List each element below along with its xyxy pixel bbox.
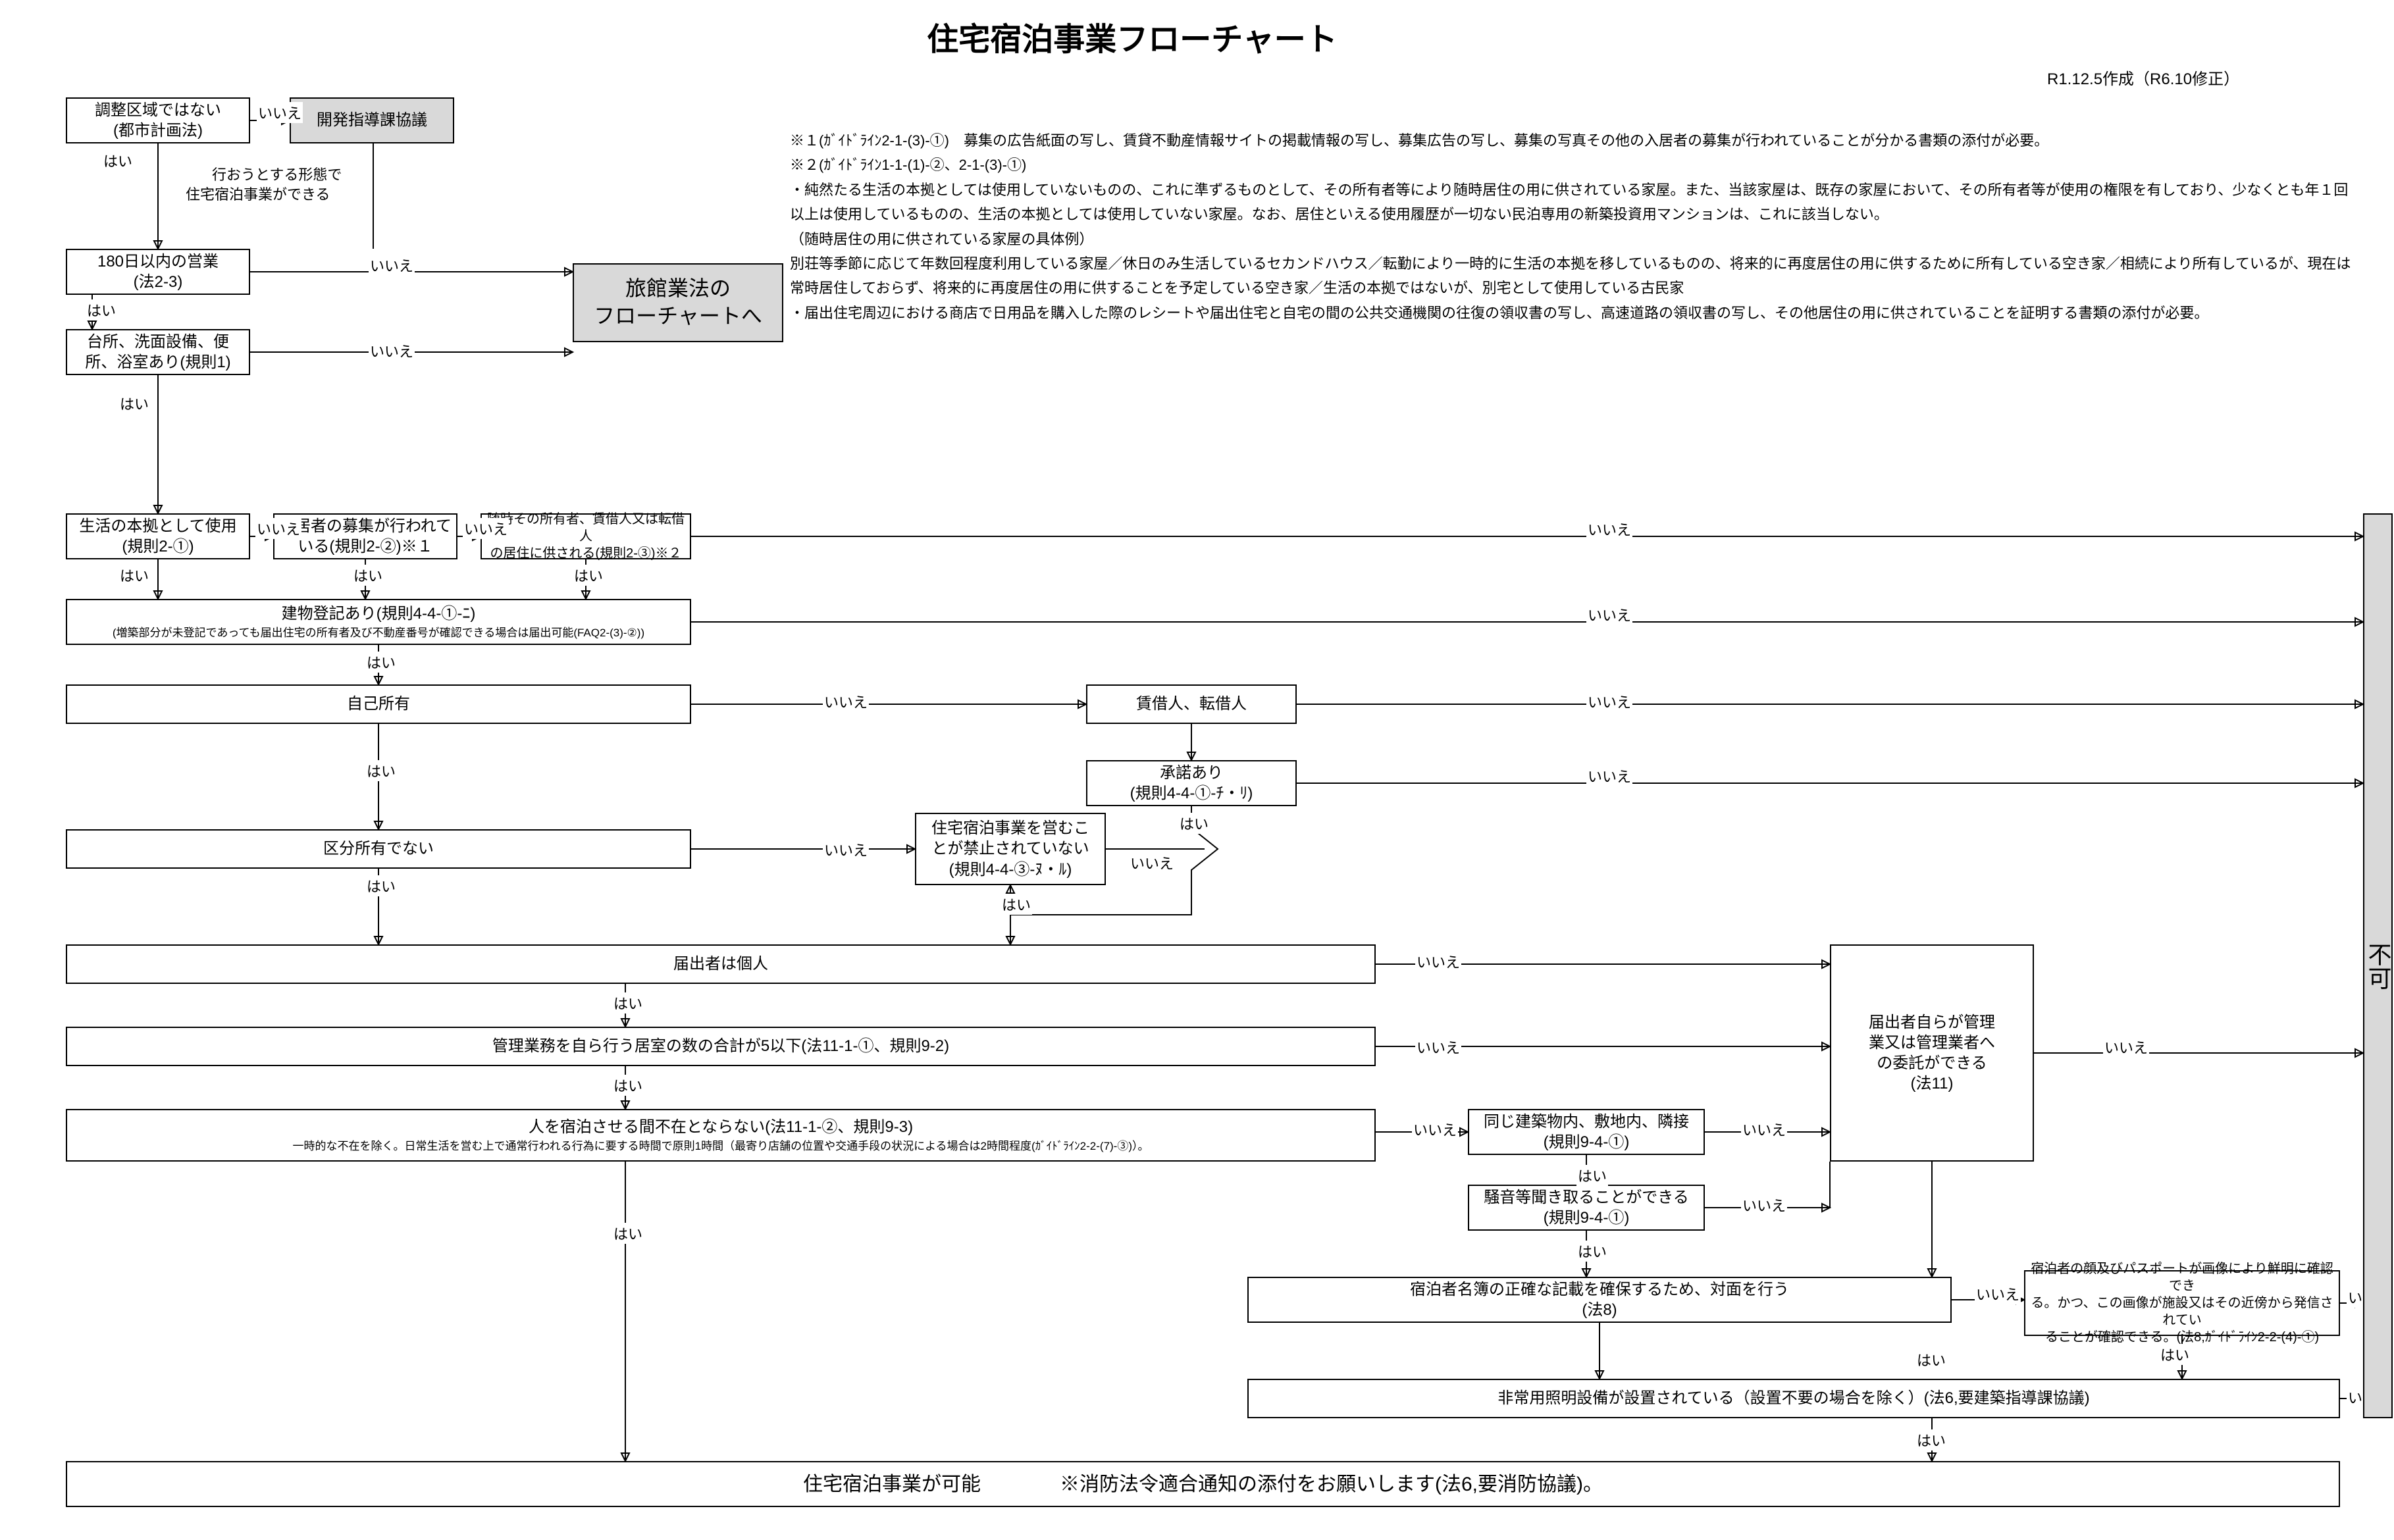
- edge-label-l31: はい: [1576, 1241, 1608, 1262]
- edge-label-l29: いいえ: [1741, 1194, 1787, 1216]
- edge-label-l40: いいえ: [1586, 604, 1632, 625]
- flowchart-node-b10: 自己所有: [66, 684, 691, 724]
- flowchart-node-b23: 非常用照明設備が設置されている（設置不要の場合を除く）(法6,要建築指導課協議): [1247, 1379, 2340, 1418]
- edge-label-l13: はい: [573, 565, 604, 586]
- edge-label-l18: はい: [1178, 813, 1210, 834]
- edge-label-l33: いいえ: [1975, 1283, 2021, 1304]
- edge-label-l15: いいえ: [823, 691, 869, 712]
- flowchart-node-b20: 騒音等聞き取ることができる(規則9-4-①): [1468, 1185, 1705, 1231]
- flowchart-node-b4: 台所、洗面設備、便所、浴室あり(規則1): [66, 329, 250, 375]
- flowchart-node-b14: 住宅宿泊事業を営むことが禁止されていない(規則4-4-③-ﾇ・ﾙ): [915, 813, 1106, 885]
- edge-label-l1: いいえ: [257, 102, 303, 123]
- edge-label-l14: はい: [365, 652, 397, 673]
- result-not-allowed: 不可: [2363, 513, 2393, 1418]
- flowchart-node-b15: 届出者は個人: [66, 944, 1376, 984]
- edge-label-l16: はい: [365, 760, 397, 781]
- page-title: 住宅宿泊事業フローチャート: [869, 13, 1395, 59]
- flowchart-node-b2: 開発指導課協議: [290, 97, 454, 143]
- edge-label-l3: 行おうとする形態で: [211, 163, 343, 184]
- flowchart-node-b5: 旅館業法のフローチャートへ: [573, 263, 783, 342]
- flowchart-node-b11: 賃借人、転借人: [1086, 684, 1297, 724]
- flowchart-node-b16: 管理業務を自ら行う居室の数の合計が5以下(法11-1-①、規則9-2): [66, 1027, 1376, 1066]
- flowchart-node-b22: 宿泊者の顔及びパスポートが画像により鮮明に確認できる。かつ、この画像が施設又はそ…: [2024, 1270, 2340, 1336]
- edge-label-l12: はい: [352, 565, 384, 586]
- edge-label-l22: いいえ: [1415, 951, 1461, 972]
- edge-label-l11: はい: [118, 565, 150, 586]
- edge-label-l10: いいえ: [463, 518, 509, 539]
- edge-label-l30: はい: [1576, 1165, 1608, 1186]
- flowchart-node-b12: 承諾あり(規則4-4-①-ﾁ・ﾘ): [1086, 760, 1297, 806]
- edge-label-l5: いいえ: [369, 255, 415, 276]
- flowchart-node-b6: 生活の本拠として使用(規則2-①): [66, 513, 250, 559]
- edge-label-l7: いいえ: [369, 340, 415, 361]
- edge-label-l26: いいえ: [1412, 1119, 1458, 1140]
- edge-label-l9: いいえ: [255, 518, 301, 539]
- edge-label-l19: いいえ: [1129, 852, 1175, 873]
- edge-label-l17: いいえ: [823, 839, 869, 860]
- flowchart-node-b18: 届出者自らが管理業又は管理業者への委託ができる(法11): [1830, 944, 2034, 1162]
- edge-label-l39: いいえ: [1586, 519, 1632, 540]
- edge-label-l21: はい: [1001, 894, 1032, 915]
- flowchart-node-b9: 建物登記あり(規則4-4-①-ﾆ)(増築部分が未登記であっても届出住宅の所有者及…: [66, 599, 691, 645]
- edge-label-l4: 住宅宿泊事業ができる: [184, 183, 332, 204]
- edge-label-l6: はい: [86, 299, 117, 321]
- edge-label-l32: はい: [612, 1223, 644, 1244]
- flowchart-node-b8: 随時その所有者、賃借人又は転借人の居住に供される(規則2-③)※２: [481, 513, 691, 559]
- edge-label-l38: はい: [1915, 1429, 1947, 1450]
- edge-label-l42: いいえ: [1586, 765, 1632, 786]
- flowchart-node-b19: 同じ建築物内、敷地内、隣接(規則9-4-①): [1468, 1109, 1705, 1155]
- flowchart-node-b3: 180日以内の営業(法2-3): [66, 249, 250, 295]
- notes-block: ※１(ｶﾞｲﾄﾞﾗｲﾝ2-1-(3)-①) 募集の広告紙面の写し、賃貸不動産情報…: [790, 128, 2356, 325]
- edge-label-l41: いいえ: [1586, 691, 1632, 712]
- flowchart-node-b21: 宿泊者名簿の正確な記載を確保するため、対面を行う(法8): [1247, 1277, 1952, 1323]
- flowchart-node-b24: 住宅宿泊事業が可能 ※消防法令適合通知の添付をお願いします(法6,要消防協議)。: [66, 1461, 2340, 1507]
- flowchart-node-b13: 区分所有でない: [66, 829, 691, 869]
- edge-label-l25: はい: [612, 1075, 644, 1096]
- flowchart-node-b17: 人を宿泊させる間不在とならない(法11-1-②、規則9-3)一時的な不在を除く。…: [66, 1109, 1376, 1162]
- edge-label-l36: はい: [2159, 1344, 2191, 1365]
- edge-label-l2: はい: [102, 150, 134, 171]
- edge-label-l27: いいえ: [1741, 1119, 1787, 1140]
- revision-note: R1.12.5作成（R6.10修正）: [2047, 66, 2239, 89]
- edge-label-l8: はい: [118, 393, 150, 414]
- edge-label-l23: はい: [612, 992, 644, 1014]
- edge-label-l35: はい: [1915, 1349, 1947, 1370]
- edge-label-l28: いいえ: [2103, 1037, 2149, 1058]
- edge-label-l20: はい: [365, 875, 397, 896]
- edge-label-l24: いいえ: [1415, 1037, 1461, 1058]
- flowchart-node-b1: 調整区域ではない(都市計画法): [66, 97, 250, 143]
